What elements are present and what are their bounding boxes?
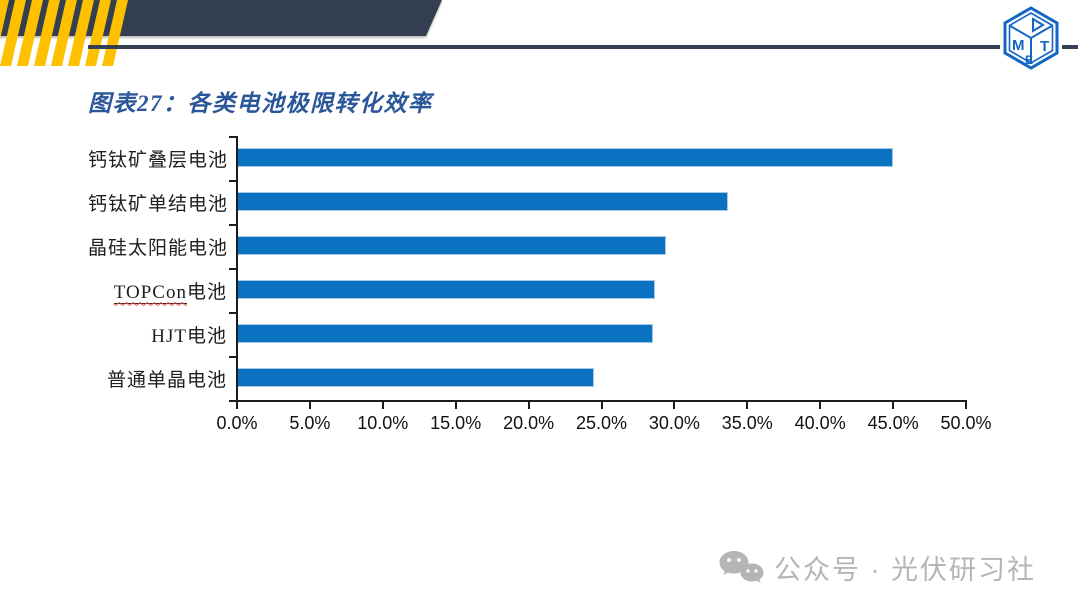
- category-label: HJT电池: [151, 325, 227, 347]
- header-rule-dash: [1062, 45, 1078, 49]
- x-tick-label: 45.0%: [867, 413, 919, 433]
- watermark-text: 公众号 · 光伏研习社: [774, 555, 1036, 585]
- y-axis-tick: [229, 268, 236, 270]
- chart-bar: [237, 236, 666, 255]
- x-axis-tick: [892, 402, 895, 409]
- category-label: 晶硅太阳能电池: [88, 237, 229, 259]
- x-tick-label: 15.0%: [430, 413, 482, 433]
- y-axis-tick: [229, 400, 236, 402]
- chart-row: 普通单晶电池: [88, 356, 966, 400]
- chart-row: HJT电池: [88, 312, 966, 356]
- svg-text:T: T: [1040, 38, 1049, 55]
- watermark: 公众号 · 光伏研习社: [718, 548, 1036, 587]
- logo-play-icon: [1032, 17, 1045, 33]
- chart-bar: [237, 280, 656, 299]
- x-axis-tick: [819, 402, 822, 409]
- x-axis-tick: [236, 402, 238, 409]
- chart-bar: [237, 148, 894, 167]
- y-axis-tick: [229, 224, 236, 226]
- x-axis-tick: [673, 402, 676, 409]
- bar-track: [237, 136, 966, 180]
- y-axis-tick: [229, 312, 236, 314]
- svg-text:E: E: [1025, 53, 1033, 67]
- x-axis-tick: [527, 402, 530, 409]
- bar-track: [237, 312, 966, 356]
- category-label: TOPCon电池: [113, 281, 227, 304]
- header-band: [0, 0, 442, 36]
- chart-row: 晶硅太阳能电池: [88, 224, 966, 268]
- met-cube-logo: M T E: [1003, 6, 1059, 70]
- x-axis-tick: [308, 402, 311, 409]
- bar-chart: 钙钛矿叠层电池 钙钛矿单结电池 晶硅太阳能电池 TOPCon电池 HJT电池普通单晶电池…: [88, 136, 992, 448]
- chart-row: 钙钛矿叠层电池: [88, 136, 966, 180]
- x-tick-label: 0.0%: [216, 413, 258, 433]
- x-axis-tick: [600, 402, 603, 409]
- figure-title: 图表27：各类电池极限转化效率: [88, 91, 433, 116]
- bar-track: [237, 180, 966, 224]
- x-tick-label: 50.0%: [940, 413, 992, 433]
- y-axis-tick: [229, 356, 236, 358]
- category-label: 钙钛矿单结电池: [88, 193, 229, 215]
- chart-bar: [237, 192, 729, 211]
- x-axis-tick: [454, 402, 457, 409]
- y-axis-tick: [229, 180, 236, 182]
- chart-bar: [237, 324, 653, 343]
- x-tick-label: 10.0%: [357, 413, 409, 433]
- x-tick-label: 35.0%: [721, 413, 773, 433]
- x-tick-label: 5.0%: [289, 413, 331, 433]
- x-axis-tick: [965, 402, 967, 409]
- header-decoration: [0, 0, 442, 66]
- x-tick-label: 40.0%: [794, 413, 846, 433]
- category-label: 钙钛矿叠层电池: [88, 149, 229, 171]
- category-label: 普通单晶电池: [106, 369, 227, 391]
- chart-rows: 钙钛矿叠层电池 钙钛矿单结电池 晶硅太阳能电池 TOPCon电池 HJT电池普通单晶电池: [88, 136, 966, 400]
- bar-track: [237, 224, 966, 268]
- x-tick-label: 25.0%: [575, 413, 628, 433]
- header-stripes: [0, 0, 128, 66]
- x-tick-label: 20.0%: [503, 413, 555, 433]
- bar-track: [237, 268, 966, 312]
- y-axis-tick: [229, 136, 236, 138]
- x-axis-line: [236, 400, 967, 402]
- x-axis-tick: [746, 402, 749, 409]
- wechat-icon: [719, 550, 764, 583]
- chart-row: TOPCon电池: [88, 268, 966, 312]
- spellchecked-word: TOPCon: [113, 281, 187, 304]
- svg-text:M: M: [1012, 37, 1025, 54]
- y-axis-line: [236, 136, 238, 402]
- chart-bar: [237, 368, 595, 387]
- chart-row: 钙钛矿单结电池: [88, 180, 966, 224]
- x-axis-tick: [381, 402, 384, 409]
- header-rule: [88, 45, 1000, 49]
- bar-track: [237, 356, 966, 400]
- x-tick-label: 30.0%: [648, 413, 700, 433]
